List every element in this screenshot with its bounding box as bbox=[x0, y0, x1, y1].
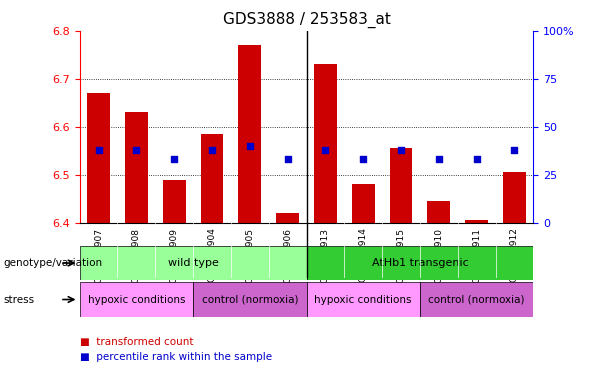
FancyBboxPatch shape bbox=[420, 282, 533, 317]
Point bbox=[94, 147, 104, 153]
Point bbox=[396, 147, 406, 153]
Bar bbox=[390, 148, 413, 223]
Text: genotype/variation: genotype/variation bbox=[3, 258, 102, 268]
Text: ■  transformed count: ■ transformed count bbox=[80, 337, 193, 347]
Point bbox=[509, 147, 519, 153]
Text: control (normoxia): control (normoxia) bbox=[202, 295, 298, 305]
Text: control (normoxia): control (normoxia) bbox=[428, 295, 525, 305]
Bar bbox=[276, 213, 299, 223]
Bar bbox=[163, 179, 186, 223]
Bar bbox=[238, 45, 261, 223]
Text: hypoxic conditions: hypoxic conditions bbox=[314, 295, 412, 305]
FancyBboxPatch shape bbox=[306, 246, 533, 280]
Text: hypoxic conditions: hypoxic conditions bbox=[88, 295, 185, 305]
Bar bbox=[503, 172, 526, 223]
FancyBboxPatch shape bbox=[80, 246, 306, 280]
Title: GDS3888 / 253583_at: GDS3888 / 253583_at bbox=[223, 12, 390, 28]
Point bbox=[283, 156, 292, 162]
Text: wild type: wild type bbox=[168, 258, 218, 268]
Point bbox=[245, 143, 255, 149]
Bar bbox=[427, 201, 450, 223]
Bar bbox=[314, 64, 337, 223]
Text: ■  percentile rank within the sample: ■ percentile rank within the sample bbox=[80, 352, 272, 362]
Point bbox=[321, 147, 330, 153]
Text: stress: stress bbox=[3, 295, 34, 305]
Bar bbox=[465, 220, 488, 223]
FancyBboxPatch shape bbox=[80, 282, 193, 317]
Text: AtHb1 transgenic: AtHb1 transgenic bbox=[371, 258, 468, 268]
Bar bbox=[352, 184, 375, 223]
Bar bbox=[125, 112, 148, 223]
Point bbox=[358, 156, 368, 162]
Point bbox=[131, 147, 141, 153]
FancyBboxPatch shape bbox=[306, 282, 420, 317]
FancyBboxPatch shape bbox=[193, 282, 306, 317]
Point bbox=[472, 156, 482, 162]
Bar bbox=[87, 93, 110, 223]
Point bbox=[434, 156, 444, 162]
Bar bbox=[200, 134, 223, 223]
Point bbox=[207, 147, 217, 153]
Point bbox=[169, 156, 179, 162]
